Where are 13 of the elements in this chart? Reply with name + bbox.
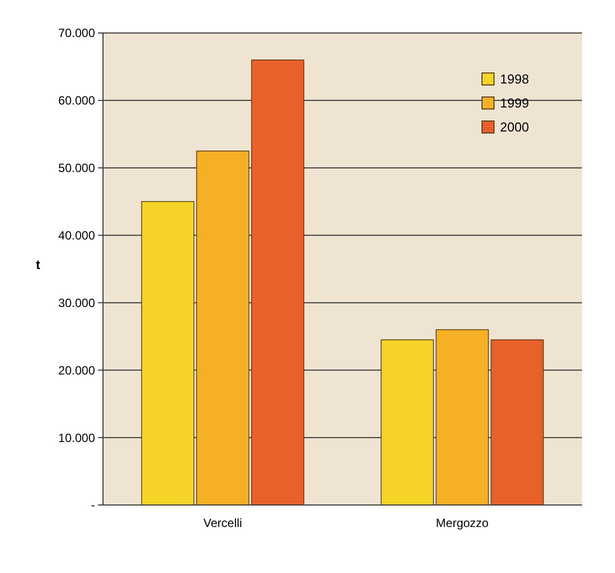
x-tick-label: Vercelli xyxy=(203,516,242,530)
y-tick-label: 70.000 xyxy=(58,26,96,40)
y-tick-label: 40.000 xyxy=(58,228,96,242)
y-axis-title: t xyxy=(36,257,41,272)
legend-label: 2000 xyxy=(500,120,529,135)
y-tick-label: 50.000 xyxy=(58,161,96,176)
legend-label: 1998 xyxy=(500,72,529,87)
y-tick-label: - xyxy=(91,498,95,512)
y-tick-label: 30.000 xyxy=(58,296,96,310)
y-tick-label: 20.000 xyxy=(58,363,96,378)
y-tick-label: 60.000 xyxy=(58,94,96,108)
y-tick-label: 10.000 xyxy=(58,430,96,445)
x-tick-label: Mergozzo xyxy=(436,516,489,530)
